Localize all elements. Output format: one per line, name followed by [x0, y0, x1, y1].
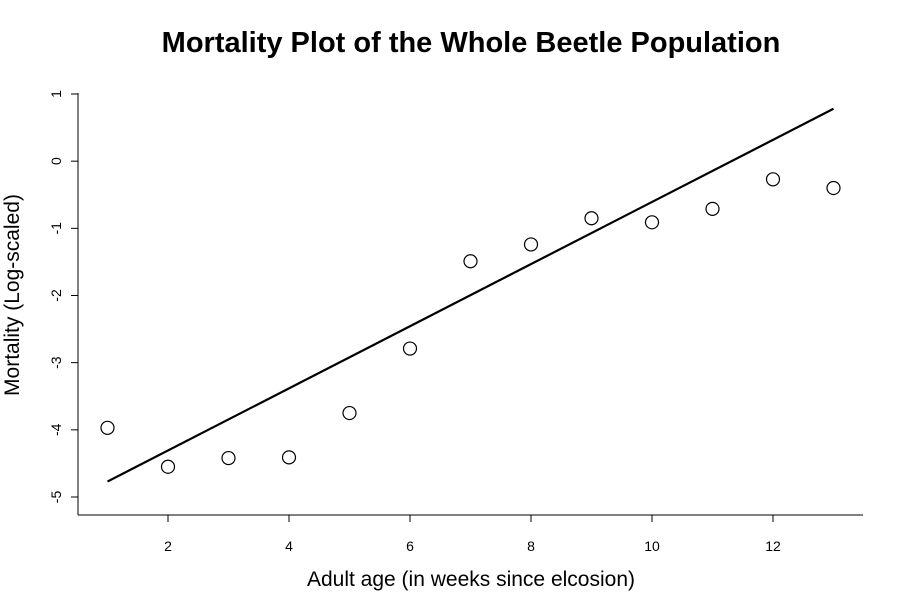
data-point [523, 237, 539, 252]
y-axis-label: Mortality (Log-scaled) [1, 194, 24, 396]
y-tick-label: -4 [48, 423, 64, 436]
data-point [281, 450, 297, 465]
x-tick-label: 6 [406, 538, 414, 554]
data-point [160, 459, 176, 474]
data-point [342, 405, 357, 421]
x-tick-label: 8 [527, 538, 535, 554]
x-axis-ticks: 2 4 6 8 10 12 [164, 515, 781, 554]
y-tick-label: 0 [48, 157, 64, 165]
x-tick-label: 2 [164, 538, 172, 554]
y-tick-label: -3 [48, 356, 64, 369]
data-point [705, 201, 720, 216]
data-point [826, 180, 841, 196]
data-point [584, 211, 599, 226]
x-tick-label: 12 [765, 538, 781, 554]
x-tick-label: 10 [644, 538, 660, 554]
fit-line-series [106, 107, 835, 483]
scatter-points [100, 172, 841, 474]
y-tick-label: -5 [48, 491, 64, 504]
chart-title: Mortality Plot of the Whole Beetle Popul… [162, 27, 781, 59]
x-tick-label: 4 [285, 538, 293, 554]
y-tick-label: 1 [48, 90, 64, 98]
plot-area: 2 4 6 8 10 12 -5 -4 -3 -2 -1 0 1 [48, 90, 863, 554]
data-point [765, 172, 781, 187]
y-tick-label: -1 [48, 222, 64, 235]
data-point [221, 450, 236, 466]
data-point [100, 420, 115, 435]
data-point [463, 254, 478, 269]
fit-line [106, 107, 835, 483]
data-point [402, 341, 418, 356]
y-tick-label: -2 [48, 289, 64, 302]
x-axis-label: Adult age (in weeks since elcosion) [307, 568, 635, 591]
data-point [644, 215, 660, 230]
y-axis-ticks: -5 -4 -3 -2 -1 0 1 [48, 90, 78, 503]
